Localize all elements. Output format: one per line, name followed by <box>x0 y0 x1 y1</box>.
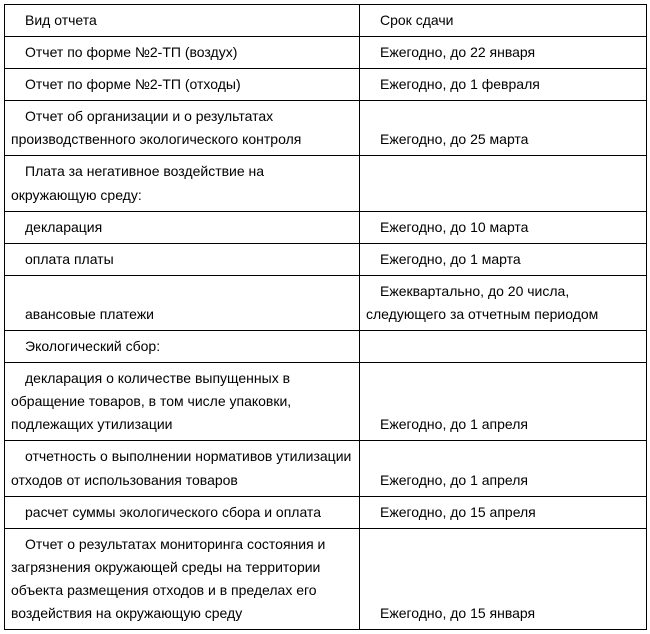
table-row: декларацияЕжегодно, до 10 марта <box>5 211 647 243</box>
cell-report-type: декларация о количестве выпущенных в обр… <box>5 363 360 441</box>
table-row: Плата за негативное воздействие на окруж… <box>5 156 647 211</box>
cell-deadline: Ежеквартально, до 20 числа, следующего з… <box>360 275 647 330</box>
cell-deadline <box>360 156 647 211</box>
table-row: Отчет об организации и о результатах про… <box>5 101 647 156</box>
cell-deadline: Ежегодно, до 22 января <box>360 37 647 69</box>
cell-deadline: Ежегодно, до 10 марта <box>360 211 647 243</box>
cell-deadline <box>360 331 647 363</box>
cell-deadline: Ежегодно, до 1 апреля <box>360 363 647 441</box>
reports-table: Вид отчетаСрок сдачиОтчет по форме №2-ТП… <box>4 4 647 630</box>
cell-report-type: расчет суммы экологического сбора и опла… <box>5 496 360 528</box>
cell-report-type: декларация <box>5 211 360 243</box>
table-row: Отчет о результатах мониторинга состояни… <box>5 528 647 629</box>
cell-deadline: Ежегодно, до 1 марта <box>360 243 647 275</box>
cell-deadline: Ежегодно, до 15 апреля <box>360 496 647 528</box>
cell-report-type: оплата платы <box>5 243 360 275</box>
cell-report-type: Вид отчета <box>5 5 360 37</box>
cell-deadline: Ежегодно, до 25 марта <box>360 101 647 156</box>
cell-report-type: Экологический сбор: <box>5 331 360 363</box>
table-row: Вид отчетаСрок сдачи <box>5 5 647 37</box>
table-row: Экологический сбор: <box>5 331 647 363</box>
table-row: расчет суммы экологического сбора и опла… <box>5 496 647 528</box>
table-row: авансовые платежиЕжеквартально, до 20 чи… <box>5 275 647 330</box>
table-row: декларация о количестве выпущенных в обр… <box>5 363 647 441</box>
cell-report-type: Отчет об организации и о результатах про… <box>5 101 360 156</box>
cell-deadline: Срок сдачи <box>360 5 647 37</box>
table-row: Отчет по форме №2-ТП (воздух)Ежегодно, д… <box>5 37 647 69</box>
table-row: отчетность о выполнении нормативов утили… <box>5 441 647 496</box>
cell-report-type: отчетность о выполнении нормативов утили… <box>5 441 360 496</box>
cell-deadline: Ежегодно, до 1 февраля <box>360 69 647 101</box>
cell-report-type: Плата за негативное воздействие на окруж… <box>5 156 360 211</box>
cell-report-type: Отчет по форме №2-ТП (воздух) <box>5 37 360 69</box>
cell-report-type: Отчет о результатах мониторинга состояни… <box>5 528 360 629</box>
cell-report-type: Отчет по форме №2-ТП (отходы) <box>5 69 360 101</box>
table-row: оплата платыЕжегодно, до 1 марта <box>5 243 647 275</box>
table-body: Вид отчетаСрок сдачиОтчет по форме №2-ТП… <box>5 5 647 630</box>
table-row: Отчет по форме №2-ТП (отходы)Ежегодно, д… <box>5 69 647 101</box>
cell-deadline: Ежегодно, до 1 апреля <box>360 441 647 496</box>
cell-report-type: авансовые платежи <box>5 275 360 330</box>
cell-deadline: Ежегодно, до 15 января <box>360 528 647 629</box>
